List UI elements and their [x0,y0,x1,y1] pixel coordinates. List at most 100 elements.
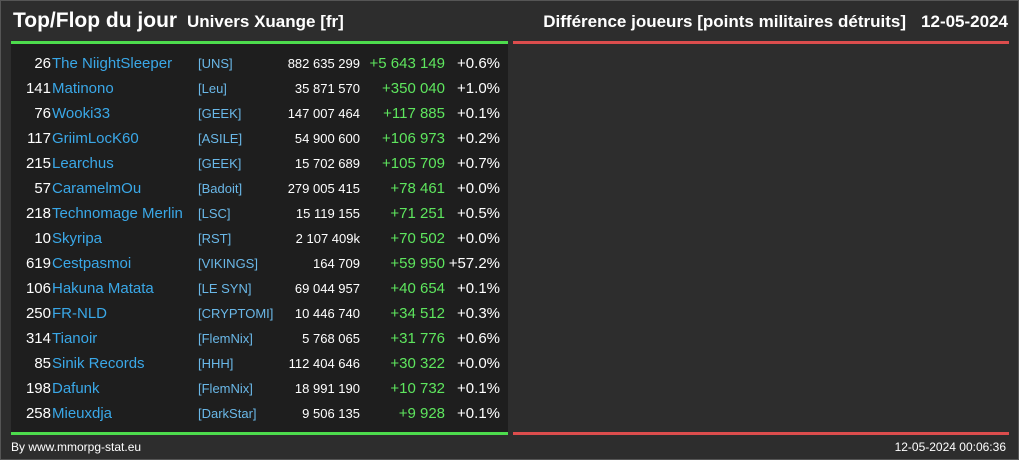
points-diff: +117 885 [383,105,445,122]
player-rank: 85 [34,355,51,372]
player-rank: 198 [25,380,51,397]
player-name-link[interactable]: Matinono [52,80,114,97]
player-row: 218 Technomage Merlin [LSC] 15 119 155 +71 2… [11,201,508,226]
player-rank: 76 [34,105,51,122]
points-diff: +350 040 [382,80,445,97]
points-diff: +70 502 [390,230,445,247]
points-diff: +30 322 [390,355,445,372]
player-rank: 314 [25,330,51,347]
alliance-tag: [CRYPTOMI] [198,306,274,321]
percent-change: +0.1% [457,380,500,397]
player-row: 76 Wooki33 [GEEK] 147 007 464 +117 885 +0.1% [11,101,508,126]
header-date: 12-05-2024 [921,12,1008,31]
points-diff: +40 654 [390,280,445,297]
percent-change: +0.7% [457,155,500,172]
player-name-link[interactable]: Learchus [52,155,114,172]
player-row: 141 Matinono [Leu] 35 871 570 +350 040 +1.0% [11,76,508,101]
player-name-link[interactable]: CaramelmOu [52,180,142,197]
player-rank: 619 [25,255,51,272]
player-row: 26 The NiightSleeper [UNS] 882 635 299 +5 64… [11,51,508,76]
player-rank: 218 [25,205,51,222]
player-rank: 250 [25,305,51,322]
player-points: 10 446 740 [294,306,360,321]
player-name-link[interactable]: Mieuxdja [52,405,113,422]
player-name-link[interactable]: Dafunk [52,380,100,397]
player-rank: 258 [25,405,51,422]
alliance-tag: [GEEK] [198,106,242,121]
ranking-subtitle: Différence joueurs [points militaires dé… [543,12,906,31]
player-name-link[interactable]: Cestpasmoi [52,255,132,272]
player-name-link[interactable]: Skyripa [52,230,103,247]
alliance-tag: [GEEK] [198,156,242,171]
alliance-tag: [HHH] [198,356,234,371]
percent-change: +57.2% [448,255,500,272]
percent-change: +0.1% [457,105,500,122]
player-name-link[interactable]: Sinik Records [52,355,145,372]
player-points: 69 044 957 [294,281,360,296]
percent-change: +0.6% [457,55,500,72]
header: Top/Flop du jour Univers Xuange [fr] Dif… [1,1,1019,41]
page-title: Top/Flop du jour [13,9,178,32]
player-rank: 26 [34,55,51,72]
percent-change: +0.2% [457,130,500,147]
player-row: 57 CaramelmOu [Badoit] 279 005 415 +78 461 +0… [11,176,508,201]
player-row: 10 Skyripa [RST] 2 107 409k +70 502 +0.0% [11,226,508,251]
player-rank: 57 [34,180,51,197]
points-diff: +9 928 [398,405,445,422]
player-name-link[interactable]: FR-NLD [52,305,107,322]
player-name-link[interactable]: The NiightSleeper [52,55,173,72]
percent-change: +0.0% [457,230,500,247]
player-rank: 10 [34,230,51,247]
player-row: 215 Learchus [GEEK] 15 702 689 +105 709 +0.7% [11,151,508,176]
player-points: 18 991 190 [294,381,360,396]
alliance-tag: [FlemNix] [198,381,253,396]
player-points: 54 900 600 [294,131,360,146]
player-points: 2 107 409k [295,231,360,246]
top-players-panel: 26 The NiightSleeper [UNS] 882 635 299 +5 64… [11,41,508,435]
player-name-link[interactable]: Tianoir [52,330,98,347]
percent-change: +0.0% [457,355,500,372]
player-name-link[interactable]: Hakuna Matata [52,280,154,297]
percent-change: +0.5% [457,205,500,222]
percent-change: +0.1% [457,405,500,422]
alliance-tag: [LSC] [198,206,231,221]
alliance-tag: [RST] [198,231,232,246]
alliance-tag: [Badoit] [198,181,243,196]
percent-change: +0.0% [457,180,500,197]
percent-change: +0.1% [457,280,500,297]
alliance-tag: [VIKINGS] [198,256,258,271]
player-row: 106 Hakuna Matata [LE SYN] 69 044 957 +40 65… [11,276,508,301]
points-diff: +31 776 [390,330,445,347]
player-points: 147 007 464 [287,106,360,121]
points-diff: +78 461 [390,180,445,197]
player-row: 85 Sinik Records [HHH] 112 404 646 +30 322 +0… [11,351,508,376]
player-points: 35 871 570 [294,81,360,96]
player-rank: 106 [25,280,51,297]
footer-credit: By www.mmorpg-stat.eu [11,440,142,454]
player-points: 164 709 [313,256,360,271]
player-name-link[interactable]: Wooki33 [52,105,111,122]
points-diff: +5 643 149 [369,55,446,72]
percent-change: +1.0% [457,80,500,97]
player-points: 15 702 689 [294,156,360,171]
alliance-tag: [FlemNix] [198,331,253,346]
universe-label: Univers Xuange [fr] [187,12,344,31]
points-diff: +71 251 [390,205,445,222]
points-diff: +59 950 [390,255,445,272]
player-rank: 215 [25,155,51,172]
alliance-tag: [DarkStar] [198,406,257,421]
player-row: 250 FR-NLD [CRYPTOMI] 10 446 740 +34 512 +0.3… [11,301,508,326]
player-name-link[interactable]: GriimLocK60 [52,130,139,147]
player-row: 198 Dafunk [FlemNix] 18 991 190 +10 732 +0.1% [11,376,508,401]
player-row: 619 Cestpasmoi [VIKINGS] 164 709 +59 950 +57.… [11,251,508,276]
player-name-link[interactable]: Technomage Merlin [52,205,183,222]
player-row: 314 Tianoir [FlemNix] 5 768 065 +31 776 +0.6% [11,326,508,351]
alliance-tag: [ASILE] [198,131,243,146]
player-row: 117 GriimLocK60 [ASILE] 54 900 600 +106 973 +… [11,126,508,151]
player-row: 258 Mieuxdja [DarkStar] 9 506 135 +9 928 +0.1… [11,401,508,426]
player-points: 279 005 415 [287,181,360,196]
flop-players-panel [513,41,1009,435]
footer-timestamp: 12-05-2024 00:06:36 [894,440,1006,454]
player-points: 112 404 646 [288,356,360,371]
